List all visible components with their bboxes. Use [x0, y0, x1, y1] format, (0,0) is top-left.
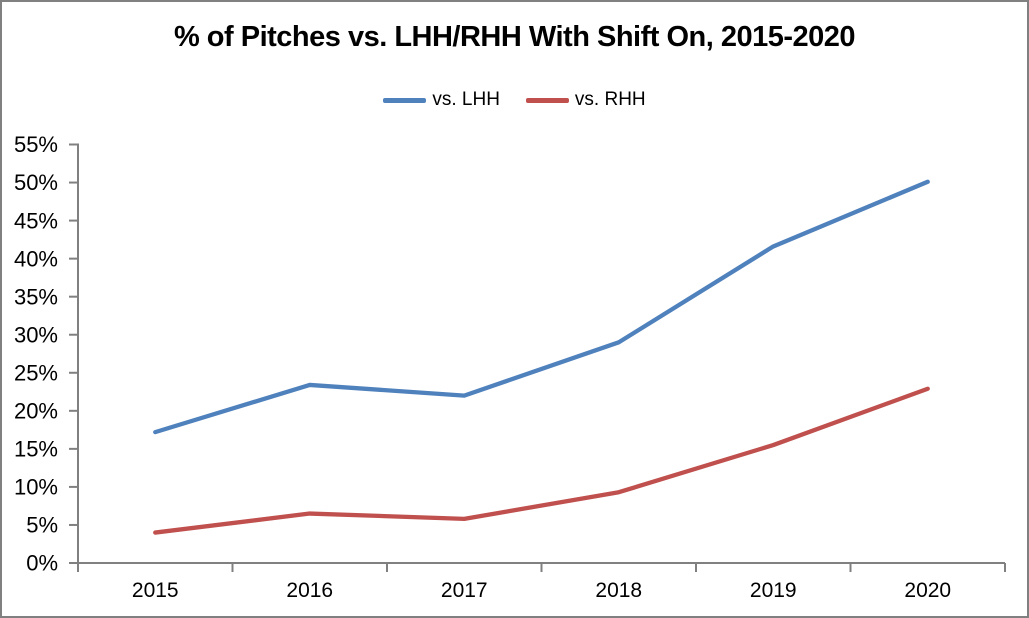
y-tick-label: 10%: [14, 475, 58, 500]
y-tick-label: 25%: [14, 360, 58, 385]
y-tick-label: 30%: [14, 322, 58, 347]
x-tick-label: 2015: [132, 579, 179, 602]
legend-label-vs-rhh: vs. RHH: [574, 89, 646, 110]
y-tick-label: 35%: [14, 284, 58, 309]
legend-label-vs-lhh: vs. LHH: [432, 89, 500, 110]
y-tick-label: 20%: [14, 399, 58, 424]
y-tick-label: 40%: [14, 246, 58, 271]
legend-line-swatch-lhh: [383, 97, 427, 103]
x-tick-label: 2016: [286, 579, 333, 602]
legend-item-vs-rhh: vs. RHH: [525, 89, 646, 111]
x-tick-label: 2018: [595, 579, 642, 602]
x-tick-label: 2019: [750, 579, 797, 602]
chart-legend: vs. LHH vs. RHH: [2, 89, 1027, 111]
x-tick-label: 2017: [441, 579, 488, 602]
series-line-vs-lhh: [153, 179, 930, 435]
y-tick-label: 0%: [26, 551, 58, 576]
y-tick-label: 55%: [14, 132, 58, 157]
y-tick-label: 15%: [14, 437, 58, 462]
y-tick-label: 45%: [14, 208, 58, 233]
y-tick-label: 5%: [26, 513, 58, 538]
y-tick-label: 50%: [14, 170, 58, 195]
legend-item-vs-lhh: vs. LHH: [383, 89, 500, 111]
x-tick-label: 2020: [904, 579, 951, 602]
series-line-vs-rhh: [153, 386, 930, 535]
legend-line-swatch-rhh: [525, 97, 569, 103]
chart-title: % of Pitches vs. LHH/RHH With Shift On, …: [173, 21, 856, 53]
